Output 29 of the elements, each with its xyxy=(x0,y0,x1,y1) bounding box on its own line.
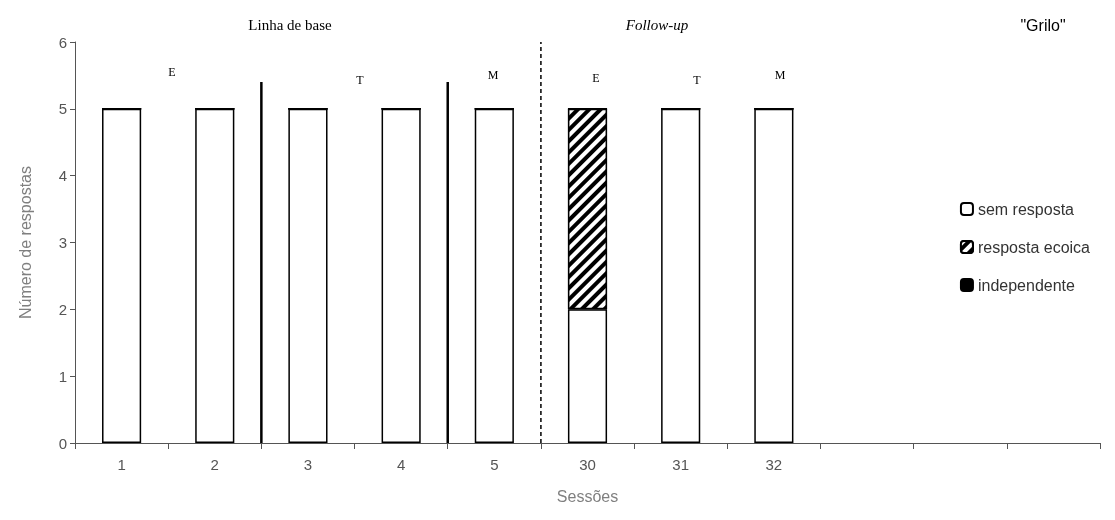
x-tick-label: 3 xyxy=(303,456,313,473)
y-tick-label: 3 xyxy=(58,234,67,251)
annotation: E xyxy=(592,71,600,85)
x-tick-label: 4 xyxy=(396,456,406,473)
x-tick-label: 2 xyxy=(210,456,219,473)
annotation: E xyxy=(168,65,176,79)
legend-label: sem resposta xyxy=(977,200,1075,218)
x-tick-label: 32 xyxy=(765,456,783,473)
y-tick-label: 4 xyxy=(58,167,67,185)
annotation: T xyxy=(356,73,365,87)
y-tick-label: 5 xyxy=(58,100,67,118)
y-axis-title: Número de respostas xyxy=(16,166,34,319)
annotation: T xyxy=(693,73,702,87)
x-axis-title: Sessões xyxy=(556,487,619,505)
text: Linha de base xyxy=(248,17,332,33)
y-tick-label: 2 xyxy=(58,300,67,318)
x-tick-label: 1 xyxy=(117,456,126,473)
annotation: M xyxy=(774,68,786,82)
y-tick-label: 1 xyxy=(58,367,67,385)
annotation: M xyxy=(487,68,499,82)
y-tick-label: 0 xyxy=(58,434,67,452)
text: Follow-up xyxy=(624,17,689,33)
legend-label: resposta ecoica xyxy=(977,238,1091,256)
x-tick-label: 31 xyxy=(672,456,690,473)
y-tick-label: 6 xyxy=(58,33,67,51)
legend-label: independente xyxy=(977,276,1076,294)
text: "Grilo" xyxy=(1020,16,1066,34)
x-tick-label: 30 xyxy=(579,456,596,473)
x-tick-label: 5 xyxy=(490,456,499,473)
